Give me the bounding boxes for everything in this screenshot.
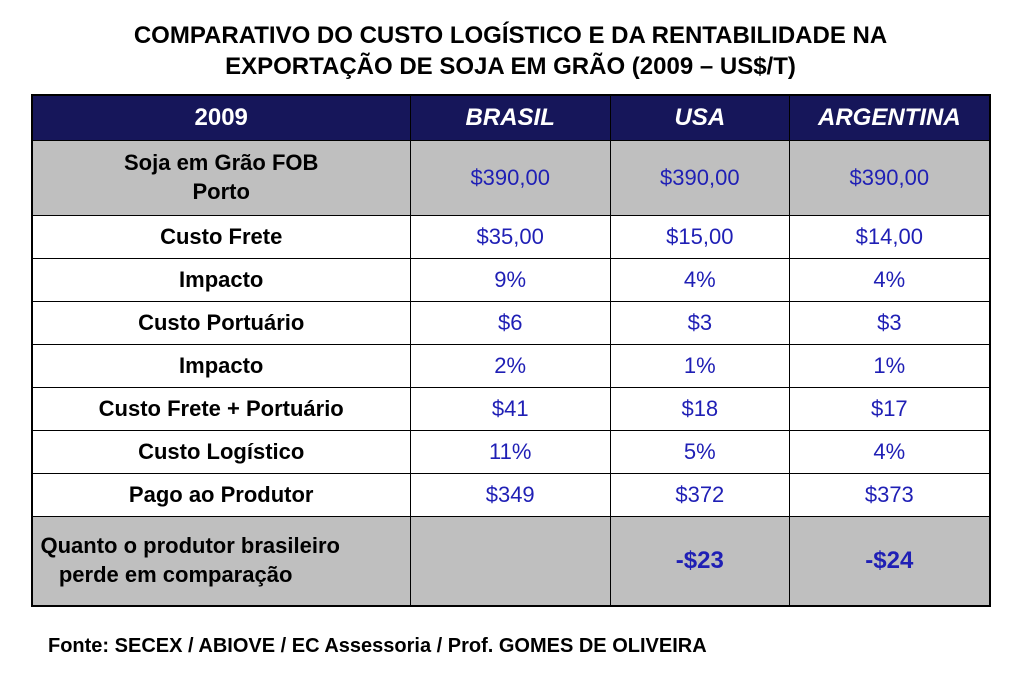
cell-argentina: 4%	[790, 430, 990, 473]
header-argentina: ARGENTINA	[790, 95, 990, 141]
row-label: Custo Frete + Portuário	[32, 387, 411, 430]
footer-usa: -$23	[610, 516, 790, 606]
cell-usa: 1%	[610, 344, 790, 387]
cell-argentina: $390,00	[790, 141, 990, 215]
cell-brasil: $35,00	[410, 215, 610, 258]
cell-usa: $3	[610, 301, 790, 344]
footer-argentina: -$24	[790, 516, 990, 606]
source-text: Fonte: SECEX / ABIOVE / EC Assessoria / …	[48, 635, 1001, 658]
cell-argentina: $14,00	[790, 215, 990, 258]
table-row: Pago ao Produtor $349 $372 $373	[32, 473, 990, 516]
cell-argentina: 1%	[790, 344, 990, 387]
table-row: Soja em Grão FOB Porto $390,00 $390,00 $…	[32, 141, 990, 215]
header-row: 2009 BRASIL USA ARGENTINA	[32, 95, 990, 141]
footer-label: Quanto o produtor brasileiro perde em co…	[32, 516, 411, 606]
row-label: Pago ao Produtor	[32, 473, 411, 516]
table-row: Custo Portuário $6 $3 $3	[32, 301, 990, 344]
cell-usa: $18	[610, 387, 790, 430]
footer-row: Quanto o produtor brasileiro perde em co…	[32, 516, 990, 606]
table-row: Custo Frete + Portuário $41 $18 $17	[32, 387, 990, 430]
cell-usa: $390,00	[610, 141, 790, 215]
comparison-table: 2009 BRASIL USA ARGENTINA Soja em Grão F…	[31, 94, 991, 607]
cell-usa: 5%	[610, 430, 790, 473]
cell-brasil: $349	[410, 473, 610, 516]
cell-brasil: 9%	[410, 258, 610, 301]
table-row: Impacto 2% 1% 1%	[32, 344, 990, 387]
table-row: Custo Frete $35,00 $15,00 $14,00	[32, 215, 990, 258]
cell-brasil: 11%	[410, 430, 610, 473]
title-line1: COMPARATIVO DO CUSTO LOGÍSTICO E DA RENT…	[134, 22, 887, 49]
cell-argentina: $373	[790, 473, 990, 516]
row-label: Custo Logístico	[32, 430, 411, 473]
row-label: Custo Frete	[32, 215, 411, 258]
row-label: Impacto	[32, 344, 411, 387]
cell-brasil: $6	[410, 301, 610, 344]
cell-argentina: $17	[790, 387, 990, 430]
cell-usa: $372	[610, 473, 790, 516]
cell-brasil: 2%	[410, 344, 610, 387]
title-line2: EXPORTAÇÃO DE SOJA EM GRÃO (2009 – US$/T…	[225, 53, 796, 80]
cell-usa: $15,00	[610, 215, 790, 258]
row-label: Custo Portuário	[32, 301, 411, 344]
header-year: 2009	[32, 95, 411, 141]
cell-argentina: 4%	[790, 258, 990, 301]
cell-brasil: $390,00	[410, 141, 610, 215]
row-label: Impacto	[32, 258, 411, 301]
cell-brasil: $41	[410, 387, 610, 430]
row-label: Soja em Grão FOB Porto	[32, 141, 411, 215]
page-title: COMPARATIVO DO CUSTO LOGÍSTICO E DA RENT…	[20, 20, 1001, 82]
cell-usa: 4%	[610, 258, 790, 301]
header-brasil: BRASIL	[410, 95, 610, 141]
cell-argentina: $3	[790, 301, 990, 344]
header-usa: USA	[610, 95, 790, 141]
table-row: Custo Logístico 11% 5% 4%	[32, 430, 990, 473]
table-row: Impacto 9% 4% 4%	[32, 258, 990, 301]
footer-brasil	[410, 516, 610, 606]
